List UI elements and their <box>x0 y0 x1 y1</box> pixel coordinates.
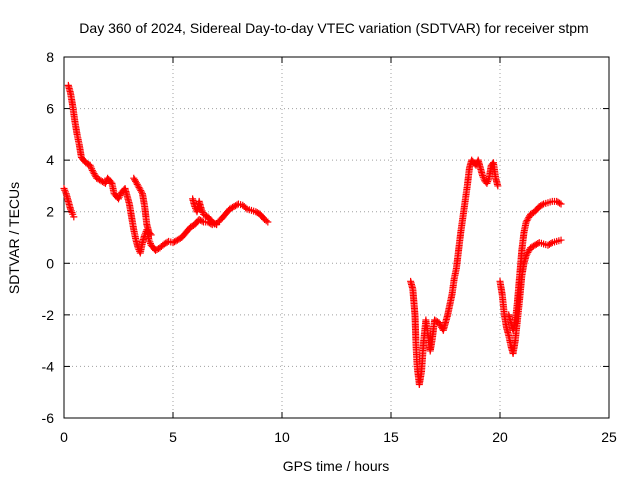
data-point-plus <box>211 220 219 228</box>
x-tick-label: 20 <box>492 429 508 445</box>
data-point-plus <box>87 163 95 171</box>
data-point-plus <box>242 204 250 212</box>
data-point-plus <box>115 195 122 203</box>
data-point-plus <box>264 218 272 226</box>
data-point-plus <box>262 217 270 225</box>
data-point-plus <box>61 188 69 196</box>
data-point-plus <box>61 186 69 194</box>
data-point-plus <box>107 178 115 186</box>
y-axis-label: SDTVAR / TECUs <box>6 182 22 294</box>
chart-title: Day 360 of 2024, Sidereal Day-to-day VTE… <box>79 20 588 36</box>
data-point-plus <box>67 207 75 215</box>
data-point-plus <box>483 179 491 187</box>
data-marks <box>60 81 565 388</box>
data-point-plus <box>557 236 565 244</box>
data-point-plus <box>484 178 492 186</box>
data-point-plus <box>138 188 146 196</box>
x-tick-label: 25 <box>601 429 617 445</box>
data-point-plus <box>538 201 546 209</box>
y-tick-label: 8 <box>46 49 54 65</box>
data-point-plus <box>60 185 68 193</box>
grid-lines <box>64 57 609 418</box>
data-point-plus <box>88 165 96 173</box>
data-point-plus <box>101 179 109 187</box>
data-point-plus <box>147 231 155 239</box>
data-point-plus <box>479 172 487 180</box>
x-tick-label: 5 <box>169 429 177 445</box>
x-tick-label: 0 <box>60 429 68 445</box>
x-tick-label: 10 <box>274 429 290 445</box>
data-point-plus <box>494 182 502 190</box>
data-point-plus <box>547 240 555 248</box>
y-tick-label: 6 <box>46 101 54 117</box>
data-point-plus <box>198 217 206 225</box>
data-point-plus <box>213 221 221 229</box>
data-point-plus <box>556 199 564 207</box>
data-point-plus <box>68 209 76 217</box>
x-tick-label: 15 <box>383 429 399 445</box>
data-point-plus <box>146 230 154 238</box>
y-tick-label: 0 <box>46 255 54 271</box>
data-point-plus <box>145 236 153 244</box>
axis-ticks: 0 5 10 15 20 25 -6 -4 -2 0 2 4 6 8 <box>42 49 617 445</box>
data-point-plus <box>557 200 565 208</box>
data-point-plus <box>146 238 154 246</box>
data-point-plus <box>70 213 78 221</box>
y-tick-label: 4 <box>46 152 54 168</box>
y-tick-label: -2 <box>42 307 55 323</box>
x-axis-label: GPS time / hours <box>283 458 390 474</box>
plot-frame <box>63 56 610 419</box>
data-point-plus <box>115 193 123 201</box>
data-point-plus <box>67 205 75 213</box>
y-tick-label: -4 <box>42 358 55 374</box>
data-point-plus <box>198 207 206 215</box>
data-point-plus <box>197 205 205 213</box>
data-point-plus <box>484 176 492 184</box>
y-tick-label: 2 <box>46 204 54 220</box>
y-tick-label: -6 <box>42 410 55 426</box>
data-point-plus <box>479 173 487 181</box>
data-point-plus <box>86 161 94 169</box>
